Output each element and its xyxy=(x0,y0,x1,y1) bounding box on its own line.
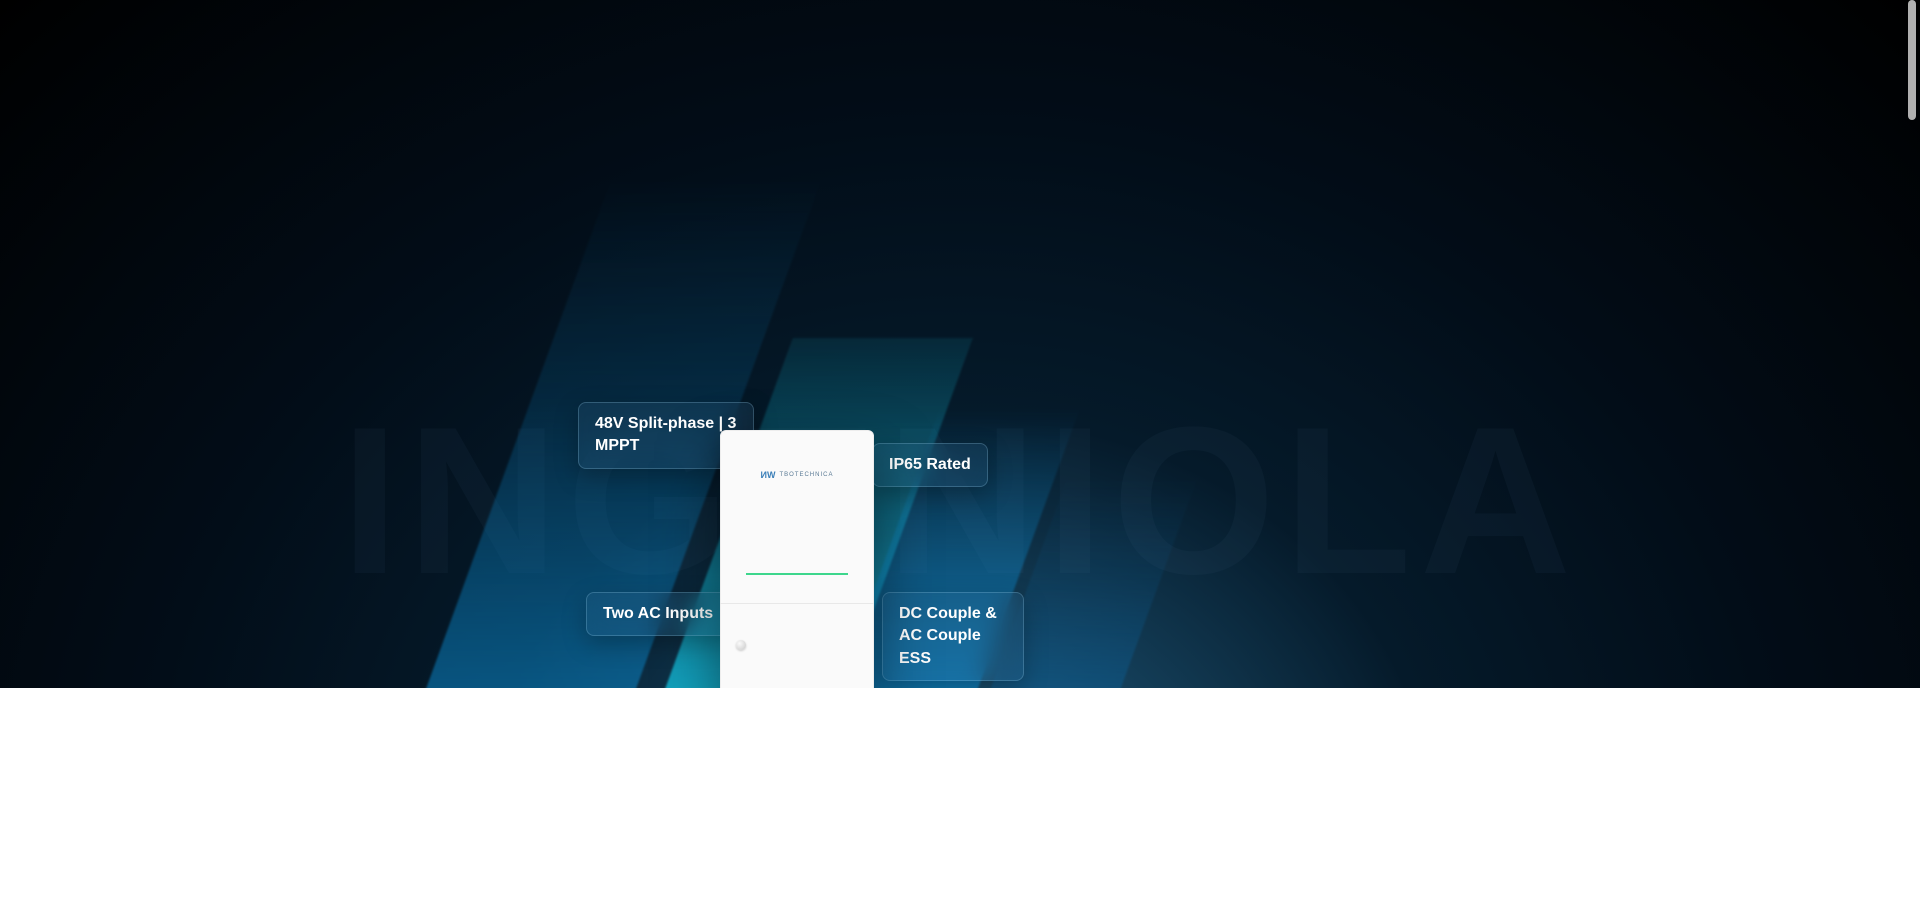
feature-badge-ac-inputs: Two AC Inputs xyxy=(586,592,730,636)
feature-badge-coupling: DC Couple & AC Couple ESS xyxy=(882,592,1024,681)
product-top-panel: ИW TBOTECHNICA xyxy=(720,430,874,604)
product-bottom-panel xyxy=(720,604,874,688)
logo-icon: ИW xyxy=(761,470,776,480)
product-image: ИW TBOTECHNICA xyxy=(720,430,874,688)
hero-section: INGENIOLA 48V Split-phase | 3 MPPT IP65 … xyxy=(0,0,1920,688)
content-section xyxy=(0,688,1920,900)
logo-text: TBOTECHNICA xyxy=(779,472,833,478)
product-status-indicator xyxy=(746,573,848,575)
feature-badge-ip65: IP65 Rated xyxy=(872,443,988,487)
product-knob xyxy=(736,640,746,650)
product-logo: ИW TBOTECHNICA xyxy=(736,470,858,480)
scrollbar-thumb[interactable] xyxy=(1908,0,1916,120)
